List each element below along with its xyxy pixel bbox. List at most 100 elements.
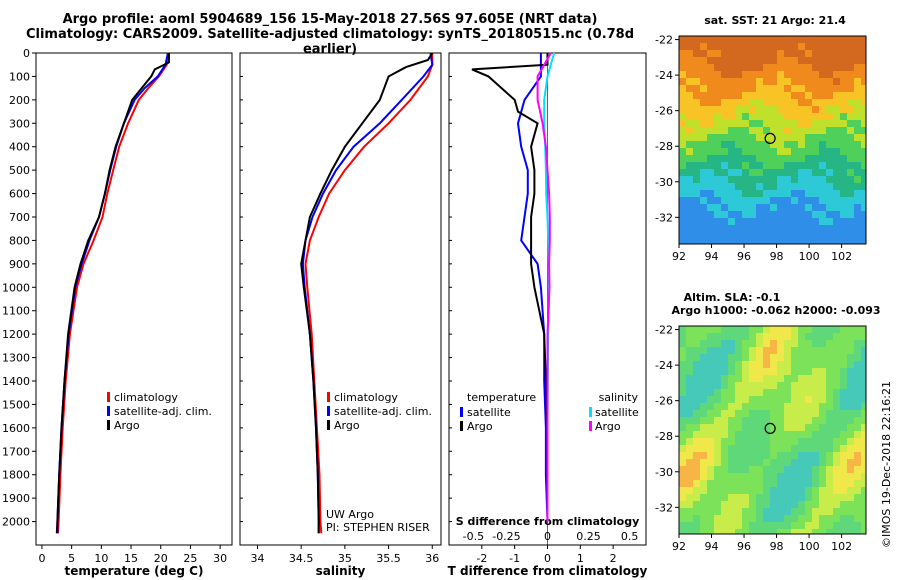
map-cell	[742, 162, 749, 169]
map-cell	[861, 71, 866, 78]
map-cell	[756, 204, 763, 211]
map-cell	[700, 529, 707, 534]
map-cell	[700, 494, 707, 501]
map-cell	[791, 333, 798, 340]
map-cell	[714, 522, 721, 529]
map-cell	[763, 43, 770, 50]
map-cell	[763, 375, 770, 382]
map-cell	[840, 71, 847, 78]
map-cell	[714, 389, 721, 396]
map-cell	[756, 487, 763, 494]
map-cell	[742, 78, 749, 85]
map-cell	[700, 466, 707, 473]
map-cell	[749, 78, 756, 85]
map-cell	[714, 333, 721, 340]
map-cell	[854, 239, 861, 244]
map-cell	[826, 218, 833, 225]
map-cell	[707, 333, 714, 340]
map-cell	[833, 190, 840, 197]
map-cell	[805, 487, 812, 494]
map-cell	[749, 410, 756, 417]
map-cell	[819, 78, 826, 85]
map-cell	[749, 141, 756, 148]
map-cell	[770, 508, 777, 515]
map-cell	[847, 204, 854, 211]
map-cell	[770, 403, 777, 410]
map-cell	[742, 508, 749, 515]
map-cell	[861, 326, 866, 333]
map-cell	[735, 529, 742, 534]
map-cell	[826, 396, 833, 403]
map-cell	[854, 57, 861, 64]
map-cell	[812, 403, 819, 410]
map-cell	[679, 85, 686, 92]
map-cell	[700, 169, 707, 176]
map-cell	[700, 375, 707, 382]
map-cell	[679, 375, 686, 382]
map-cell	[770, 162, 777, 169]
map-cell	[700, 78, 707, 85]
map-cell	[854, 438, 861, 445]
map-cell	[777, 508, 784, 515]
map-cell	[721, 368, 728, 375]
map-cell	[791, 508, 798, 515]
map-cell	[728, 57, 735, 64]
y-tick-label: 2000	[2, 516, 30, 529]
map-cell	[742, 239, 749, 244]
map-cell	[847, 141, 854, 148]
map-cell	[840, 141, 847, 148]
map-cell	[686, 218, 693, 225]
map-cell	[812, 480, 819, 487]
map-cell	[791, 239, 798, 244]
map-cell	[728, 452, 735, 459]
map-cell	[714, 445, 721, 452]
map-cell	[777, 232, 784, 239]
map-cell	[819, 494, 826, 501]
map-cell	[763, 204, 770, 211]
map-cell	[833, 218, 840, 225]
map-cell	[756, 176, 763, 183]
map-cell	[707, 155, 714, 162]
map-cell	[861, 183, 866, 190]
map-cell	[756, 127, 763, 134]
map-cell	[847, 127, 854, 134]
map-cell	[679, 99, 686, 106]
map-cell	[756, 232, 763, 239]
map-cell	[707, 190, 714, 197]
map-cell	[854, 382, 861, 389]
map-cell	[756, 396, 763, 403]
map-cell	[686, 127, 693, 134]
map-cell	[735, 480, 742, 487]
map-cell	[798, 85, 805, 92]
map-cell	[728, 43, 735, 50]
map-cell	[700, 417, 707, 424]
map-cell	[812, 64, 819, 71]
map-cell	[770, 239, 777, 244]
map-cell	[770, 466, 777, 473]
map-cell	[791, 487, 798, 494]
map-cell	[812, 417, 819, 424]
map-cell	[735, 508, 742, 515]
map-cell	[714, 183, 721, 190]
map-cell	[693, 127, 700, 134]
map-cell	[728, 396, 735, 403]
map-cell	[791, 85, 798, 92]
map-cell	[840, 340, 847, 347]
map-cell	[742, 50, 749, 57]
map-cell	[707, 487, 714, 494]
map-cell	[763, 218, 770, 225]
map-cell	[686, 176, 693, 183]
map-cell	[798, 424, 805, 431]
map-cell	[742, 522, 749, 529]
map-cell	[749, 169, 756, 176]
map-cell	[784, 473, 791, 480]
map-cell	[749, 501, 756, 508]
map-cell	[791, 361, 798, 368]
map-cell	[784, 134, 791, 141]
map-cell	[840, 508, 847, 515]
map-cell	[686, 410, 693, 417]
map-cell	[679, 480, 686, 487]
map-cell	[861, 148, 866, 155]
map-cell	[777, 99, 784, 106]
map-cell	[763, 85, 770, 92]
